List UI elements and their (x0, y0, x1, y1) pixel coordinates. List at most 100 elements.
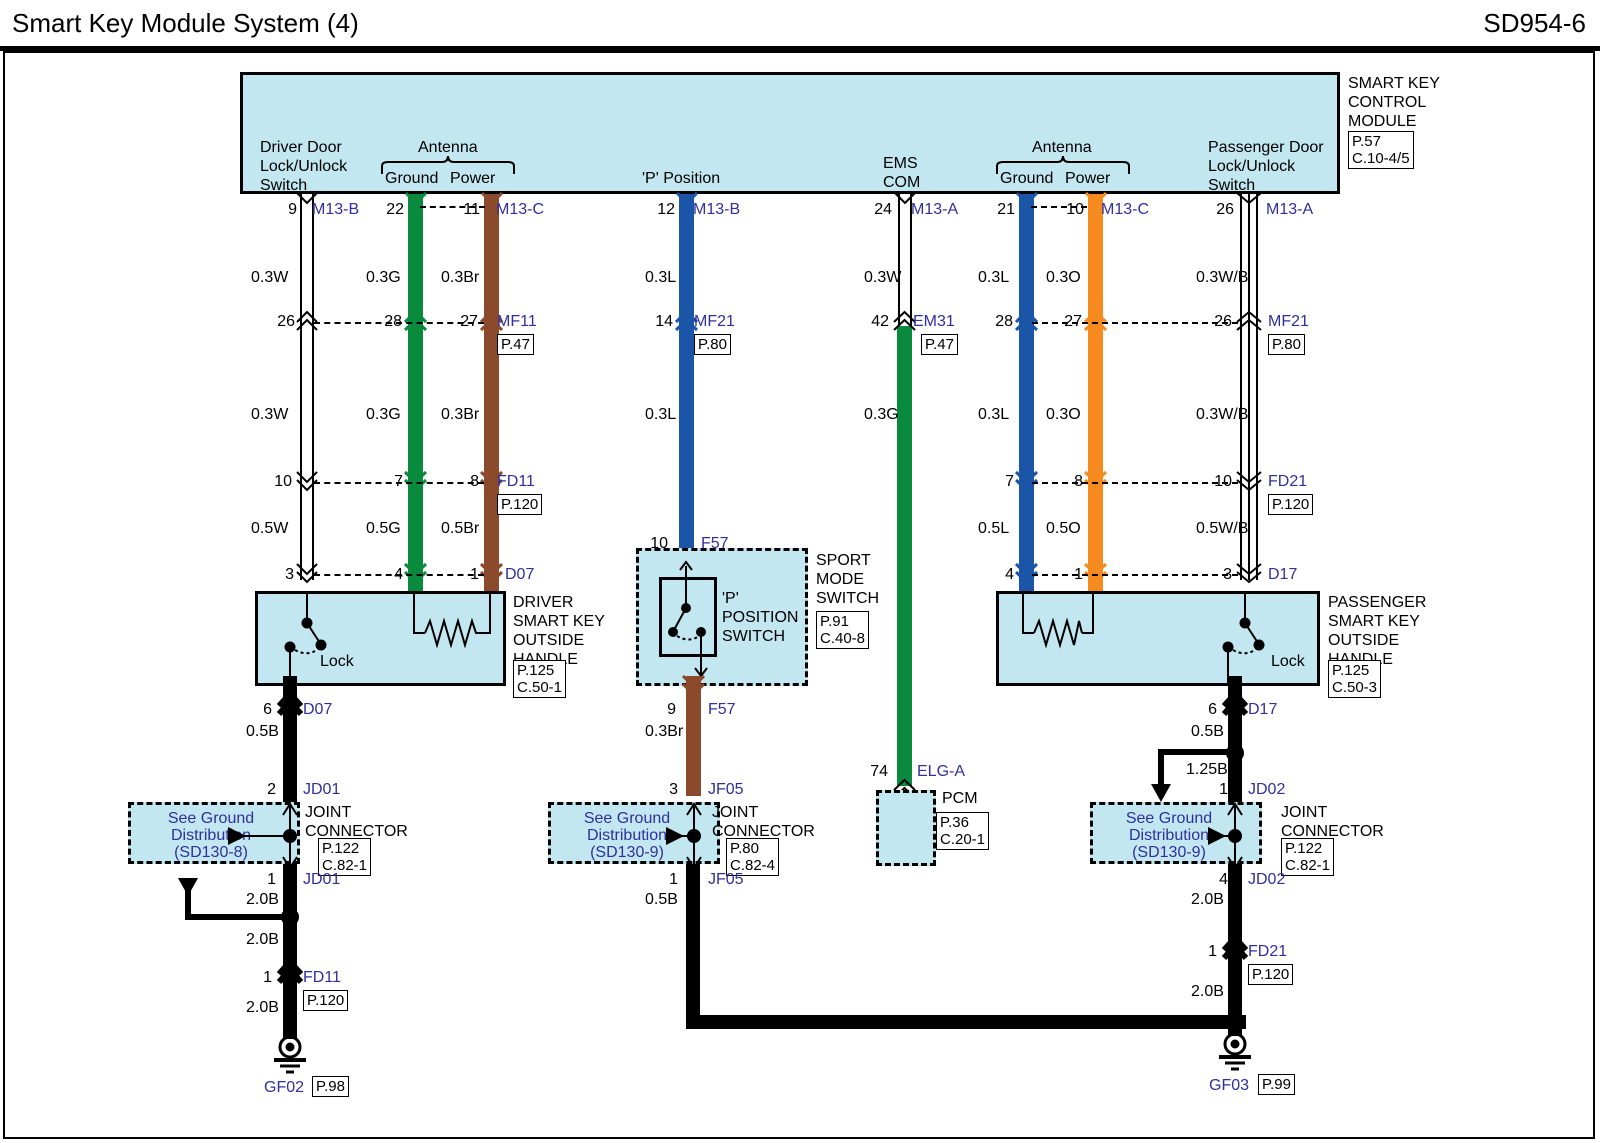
jc-right-ref: P.122 C.82-1 (1281, 838, 1335, 876)
col5-module-pin: 21 (997, 201, 1015, 218)
ground-bus-horizontal (686, 1015, 1246, 1029)
jc-right-ground-text-1: See Ground (1125, 810, 1213, 827)
passenger-fd21-ground-connector-icon (1221, 933, 1249, 961)
p-position-switch-label: 'P' POSITION SWITCH (722, 590, 799, 645)
wire-driver-antenna-ground (408, 194, 423, 594)
connector-link-fd21-right (1032, 482, 1238, 484)
driver-ground-gauge-3: 2.0B (246, 931, 279, 948)
col4-module-conn: M13-A (911, 201, 959, 218)
col7-module-pin: 26 (1216, 201, 1234, 218)
col2-module-pin: 11 (463, 201, 480, 218)
wire-p-position (679, 194, 694, 564)
col7-mid-conn-b: FD21 (1268, 473, 1308, 490)
center-ground-switch-pin: 9 (667, 701, 676, 718)
jc-left-ground-text-1: See Ground (167, 810, 255, 827)
col4-end-pin: 74 (870, 763, 888, 780)
jc-left-ref: P.122 C.82-1 (318, 838, 372, 876)
driver-handle-internals (284, 591, 491, 686)
passenger-handle-switch-label: Lock (1271, 653, 1305, 670)
jc-right-ground-text-2: Distribution (1128, 827, 1210, 844)
smart-key-control-module-name: SMART KEY CONTROL MODULE (1348, 75, 1440, 130)
p-position-switch-box[interactable] (659, 577, 717, 657)
driver-antenna-ground-label: Ground (385, 170, 439, 187)
module-pin-arrow-icon (1015, 191, 1039, 206)
col6-mid-pin-b: 8 (1074, 473, 1083, 490)
module-pin-arrow-icon (404, 191, 428, 206)
jc-center-bot-conn: JF05 (708, 871, 744, 888)
center-ground-gauge-2: 0.5B (645, 891, 678, 908)
wire-driver-antenna-power (484, 194, 499, 594)
smart-key-control-module[interactable] (240, 72, 1340, 194)
driver-ground-handle-pin: 6 (263, 701, 272, 718)
module-pin-arrow-icon (296, 192, 318, 205)
connector-link-m13c-passenger (1031, 206, 1087, 208)
joint-connector-left[interactable] (128, 802, 300, 864)
col1-gauge-3: 0.5G (366, 520, 401, 537)
col0-module-conn: M13-B (312, 201, 360, 218)
col2-module-conn: M13-C (496, 201, 545, 218)
col5-gauge-3: 0.5L (978, 520, 1010, 537)
connector-link-d17-right (1032, 574, 1238, 576)
pcm-component[interactable] (876, 790, 936, 866)
connector-link-mf11 (314, 322, 484, 324)
col2-connector-d07-icon (479, 562, 504, 585)
col6-module-pin: 10 (1066, 201, 1084, 218)
wire-center-f57 (686, 676, 701, 796)
col3-module-pin: 12 (657, 201, 675, 218)
pin-group-driver-antenna-label: Antenna (418, 139, 478, 156)
col0-mid-pin-a: 26 (277, 313, 295, 330)
col2-mid-conn-a: MF11 (497, 313, 537, 330)
col7-mid-ref-b: P.120 (1268, 494, 1314, 515)
driver-fd11-ground-connector-icon (276, 957, 304, 985)
col7-end-conn: D17 (1268, 566, 1298, 583)
col7-connector-fd21-icon (1236, 471, 1262, 492)
col0-connector-fd11-icon (296, 471, 318, 492)
passenger-d17-ground-connector-icon (1221, 689, 1249, 717)
jc-left-bot-conn: JD01 (303, 871, 341, 888)
col0-connector-mf11-icon (296, 310, 318, 331)
col3-end-conn: F57 (701, 535, 729, 552)
col1-mid-pin-a: 28 (384, 313, 402, 330)
jc-center-bot-pin: 1 (669, 871, 678, 888)
col0-gauge-3: 0.5W (251, 520, 289, 537)
driver-ground-gauge-1: 0.5B (246, 723, 279, 740)
col6-connector-mf21-icon (1083, 309, 1108, 332)
wire-ems-com-lower (897, 326, 912, 786)
wire-passenger-antenna-ground (1019, 194, 1034, 594)
gf02-ground-id: GF02 (264, 1079, 305, 1096)
sport-mode-switch-ref: P.91 C.40-8 (816, 611, 870, 649)
wire-passenger-antenna-power (1088, 194, 1103, 594)
col0-gauge-2: 0.3W (251, 406, 289, 423)
gf02-ground-symbol-icon (274, 1035, 306, 1074)
jc-left-top-conn: JD01 (303, 781, 341, 798)
passenger-ground-splice-conn: FD21 (1248, 943, 1288, 960)
col7-mid-pin-b: 10 (1214, 473, 1232, 490)
jc-right-bot-conn: JD02 (1248, 871, 1286, 888)
col3-gauge-1: 0.3L (645, 269, 677, 286)
col3-mid-ref-a: P.80 (694, 334, 731, 355)
passenger-antenna-brace-icon (996, 155, 1130, 174)
title-bar: Smart Key Module System (4) SD954-6 (0, 0, 1600, 46)
passenger-smart-key-outside-handle[interactable] (996, 591, 1320, 686)
passenger-ground-gauge-1: 0.5B (1191, 723, 1224, 740)
jc-left-internals (228, 802, 298, 870)
col5-end-pin: 4 (1005, 566, 1014, 583)
col0-mid-pin-b: 10 (274, 473, 292, 490)
col7-connector-d17-icon (1236, 563, 1262, 584)
col0-connector-d07-icon (296, 563, 318, 584)
col4-end-conn: ELG-A (917, 763, 966, 780)
jc-left-name: JOINT CONNECTOR (305, 804, 408, 840)
passenger-ground-gauge-2: 2.0B (1191, 891, 1224, 908)
pin-group-p-position-label: 'P' Position (642, 170, 721, 187)
sport-mode-switch-name: SPORT MODE SWITCH (816, 552, 880, 607)
ground-wire-driver-lower (283, 864, 297, 1039)
connector-link-m13c-driver (420, 206, 485, 208)
driver-ground-gauge-4: 2.0B (246, 999, 279, 1016)
jc-right-ground-text-3: (SD130-9) (1132, 844, 1206, 861)
driver-ground-gauge-2: 2.0B (246, 891, 279, 908)
col7-gauge-3: 0.5W/B (1196, 520, 1249, 537)
col3-module-conn: M13-B (693, 201, 741, 218)
passenger-handle-ref: P.125 C.50-3 (1328, 660, 1382, 698)
driver-smart-key-outside-handle[interactable] (255, 591, 506, 686)
